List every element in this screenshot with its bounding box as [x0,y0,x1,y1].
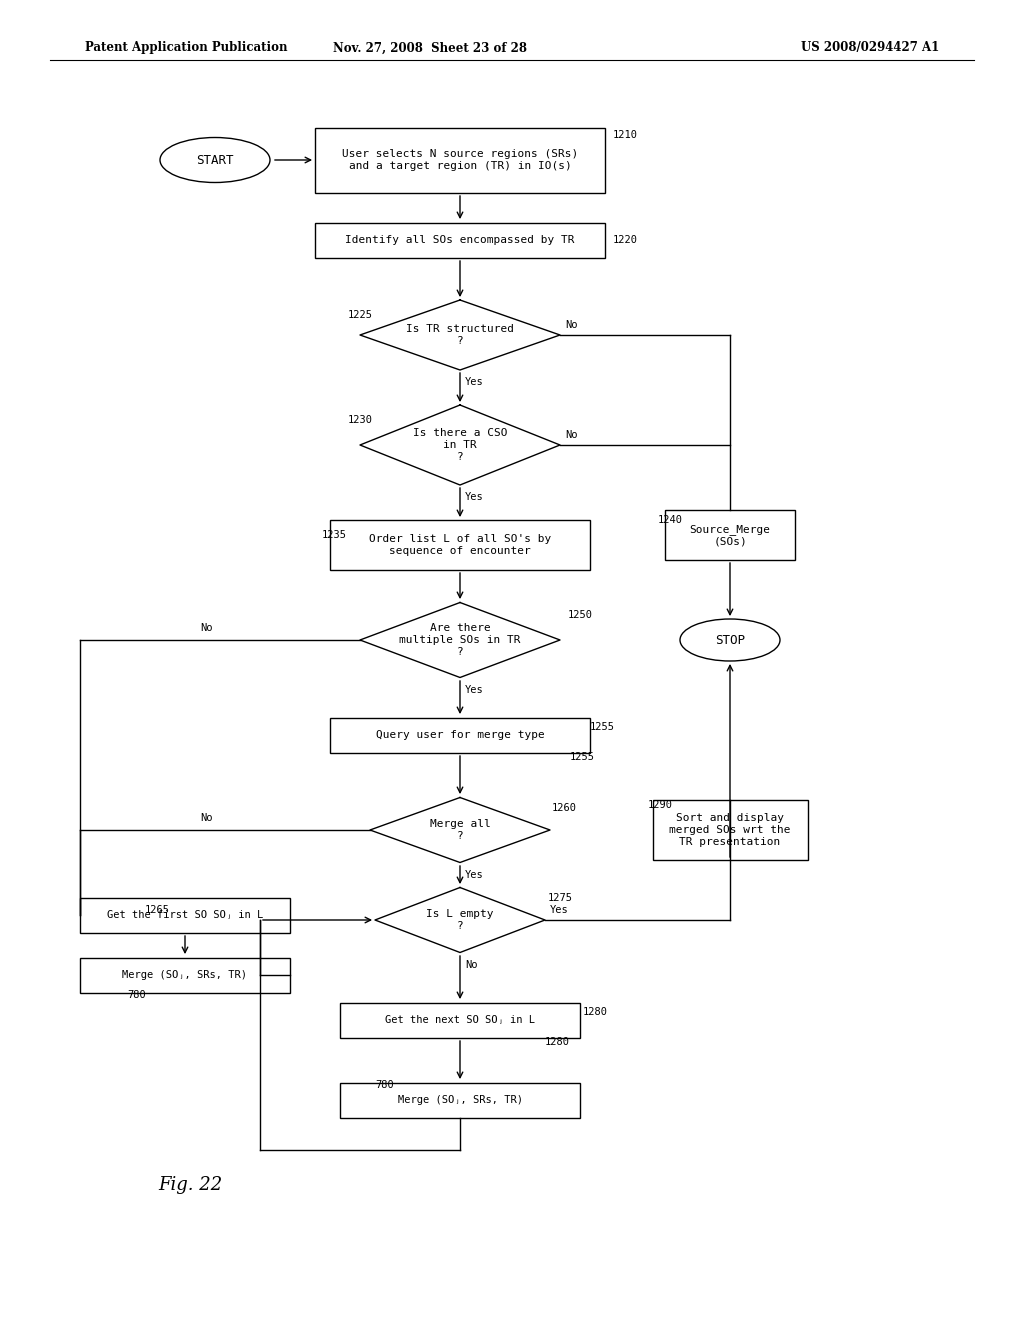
Text: STOP: STOP [715,634,745,647]
Text: Yes: Yes [465,870,483,880]
Text: 1275: 1275 [548,894,573,903]
Text: 1290: 1290 [648,800,673,810]
Polygon shape [360,300,560,370]
Text: Nov. 27, 2008  Sheet 23 of 28: Nov. 27, 2008 Sheet 23 of 28 [333,41,527,54]
Text: No: No [565,430,578,440]
FancyBboxPatch shape [330,520,590,570]
Text: Are there
multiple SOs in TR
?: Are there multiple SOs in TR ? [399,623,521,656]
FancyBboxPatch shape [80,898,290,932]
Text: 1220: 1220 [613,235,638,246]
FancyBboxPatch shape [315,128,605,193]
Text: Yes: Yes [465,492,483,502]
FancyBboxPatch shape [80,957,290,993]
Text: 780: 780 [127,990,145,1001]
Text: 1230: 1230 [348,414,373,425]
Text: Is L empty
?: Is L empty ? [426,909,494,931]
Text: Yes: Yes [465,685,483,696]
FancyBboxPatch shape [330,718,590,752]
Text: User selects N source regions (SRs)
and a target region (TR) in IO(s): User selects N source regions (SRs) and … [342,149,579,170]
FancyBboxPatch shape [665,510,795,560]
Text: Merge (SOⱼ, SRs, TR): Merge (SOⱼ, SRs, TR) [397,1096,522,1105]
Text: 1265: 1265 [145,906,170,915]
Ellipse shape [680,619,780,661]
Text: 1260: 1260 [552,803,577,813]
Text: No: No [200,813,213,822]
Text: 1255: 1255 [570,752,595,762]
Text: Yes: Yes [465,378,483,387]
Ellipse shape [160,137,270,182]
Text: Merge all
?: Merge all ? [430,820,490,841]
Text: 780: 780 [375,1080,394,1090]
Text: No: No [565,319,578,330]
Text: Fig. 22: Fig. 22 [158,1176,222,1195]
Polygon shape [370,797,550,862]
Text: 1250: 1250 [568,610,593,620]
Text: Sort and display
merged SOs wrt the
TR presentation: Sort and display merged SOs wrt the TR p… [670,813,791,846]
Polygon shape [375,887,545,953]
FancyBboxPatch shape [340,1002,580,1038]
Polygon shape [360,602,560,677]
Text: Source_Merge
(SOs): Source_Merge (SOs) [689,524,770,546]
Text: 1255: 1255 [590,722,615,733]
Text: Query user for merge type: Query user for merge type [376,730,545,741]
Text: Merge (SOⱼ, SRs, TR): Merge (SOⱼ, SRs, TR) [123,970,248,979]
FancyBboxPatch shape [652,800,808,861]
Text: 1280: 1280 [583,1007,608,1016]
Text: 1280: 1280 [545,1038,570,1047]
Polygon shape [360,405,560,484]
Text: Get the first SO SOⱼ in L: Get the first SO SOⱼ in L [106,909,263,920]
Text: 1210: 1210 [613,129,638,140]
Text: 1240: 1240 [658,515,683,525]
Text: Is there a CSO
in TR
?: Is there a CSO in TR ? [413,429,507,462]
Text: 1225: 1225 [348,310,373,319]
Text: Identify all SOs encompassed by TR: Identify all SOs encompassed by TR [345,235,574,246]
Text: Is TR structured
?: Is TR structured ? [406,325,514,346]
FancyBboxPatch shape [340,1082,580,1118]
Text: Order list L of all SO's by
sequence of encounter: Order list L of all SO's by sequence of … [369,535,551,556]
Text: No: No [465,960,477,970]
Text: Yes: Yes [550,906,568,915]
FancyBboxPatch shape [315,223,605,257]
Text: 1235: 1235 [322,531,347,540]
Text: No: No [200,623,213,634]
Text: US 2008/0294427 A1: US 2008/0294427 A1 [801,41,939,54]
Text: START: START [197,153,233,166]
Text: Patent Application Publication: Patent Application Publication [85,41,288,54]
Text: Get the next SO SOⱼ in L: Get the next SO SOⱼ in L [385,1015,535,1026]
